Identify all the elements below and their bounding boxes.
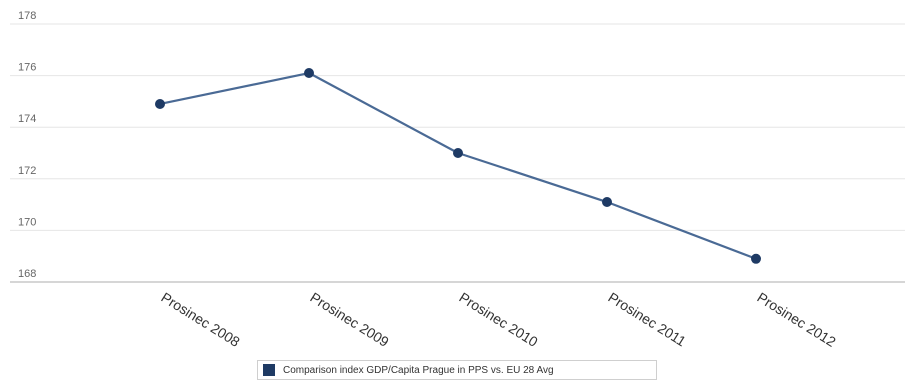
grid-lines <box>10 23 905 283</box>
data-point[interactable] <box>304 68 314 79</box>
legend-swatch <box>263 364 275 376</box>
y-tick-label: 168 <box>18 268 36 280</box>
data-point[interactable] <box>453 148 463 158</box>
data-point[interactable] <box>751 253 761 264</box>
x-tick-label: Prosinec 2008 <box>158 289 243 350</box>
x-tick-label: Prosinec 2010 <box>456 289 541 350</box>
y-tick-label: 174 <box>18 113 36 125</box>
x-tick-label: Prosinec 2012 <box>754 289 839 350</box>
y-tick-label: 176 <box>18 62 36 74</box>
series-layer <box>155 68 761 264</box>
series-line <box>159 71 757 260</box>
legend[interactable]: Comparison index GDP/Capita Prague in PP… <box>257 360 657 380</box>
x-tick-label: Prosinec 2009 <box>307 289 392 350</box>
x-tick-label: Prosinec 2011 <box>605 289 689 350</box>
y-tick-label: 172 <box>18 165 36 177</box>
legend-label: Comparison index GDP/Capita Prague in PP… <box>283 364 554 376</box>
x-axis-labels: Prosinec 2008 Prosinec 2009 Prosinec 2010 P… <box>158 289 839 350</box>
y-tick-label: 170 <box>18 216 36 228</box>
y-axis-ticks: 168 170 172 174 176 178 <box>18 10 36 280</box>
data-point[interactable] <box>602 197 612 208</box>
y-tick-label: 178 <box>18 10 36 22</box>
data-point[interactable] <box>155 98 165 109</box>
